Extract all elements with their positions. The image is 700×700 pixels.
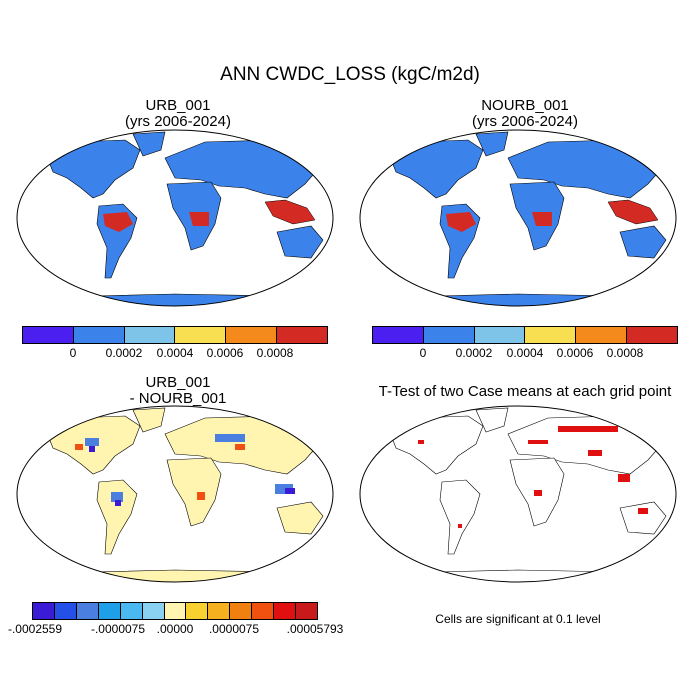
diff-positive-patches xyxy=(75,444,245,500)
panel-urb-title-line1: URB_001 xyxy=(145,97,211,114)
map-diff-border xyxy=(16,405,334,583)
panel-ttest-title: T-Test of two Case means at each grid po… xyxy=(378,383,672,400)
panel-diff-title-line1: URB_001 xyxy=(145,374,211,391)
colorbar-nourb-tick-label: 0.0002 xyxy=(455,346,493,360)
colorbar-urb-swatch xyxy=(124,327,176,343)
colorbar-nourb-tick-label: 0.0004 xyxy=(506,346,544,360)
greenland xyxy=(475,407,509,433)
diff-negative-patches xyxy=(85,434,293,502)
colorbar-nourb-tick-label: 0.0008 xyxy=(606,346,644,360)
australia xyxy=(276,501,324,535)
south-america xyxy=(439,479,481,555)
colorbar-diff-swatch xyxy=(230,603,253,619)
colorbar-urb-tick-label: 0.0002 xyxy=(105,346,143,360)
map-urb xyxy=(16,129,334,307)
colorbar-diff-swatch xyxy=(120,603,143,619)
panel-nourb-title: NOURB_001 (yrs 2006-2024) xyxy=(425,98,625,130)
main-title: ANN CWDC_LOSS (kgC/m2d) xyxy=(220,64,480,85)
map-ttest xyxy=(359,405,677,583)
se-asia-high xyxy=(607,199,659,225)
colorbar-diff-swatch xyxy=(164,603,187,619)
africa xyxy=(166,457,222,527)
panel-nourb-title-line1: NOURB_001 xyxy=(481,97,569,114)
colorbar-urb-swatch xyxy=(277,327,327,343)
north-america xyxy=(44,139,141,199)
colorbar-urb-tick-label: 0.0006 xyxy=(206,346,244,360)
colorbar-diff-swatch xyxy=(208,603,231,619)
panel-urb-title-line2: (yrs 2006-2024) xyxy=(125,113,231,130)
colorbar-diff xyxy=(32,602,318,620)
amazon-high xyxy=(446,212,476,232)
map-nourb-border xyxy=(359,129,677,307)
map-nourb xyxy=(359,129,677,307)
colorbar-diff-tick-label: .00005793 xyxy=(286,622,344,636)
colorbar-diff-tick-label: -.0000075 xyxy=(90,622,146,636)
colorbar-urb-swatch xyxy=(23,327,74,343)
colorbar-nourb-swatch xyxy=(627,327,677,343)
colorbar-nourb xyxy=(372,326,678,344)
colorbar-nourb-swatch xyxy=(576,327,628,343)
colorbar-diff-swatch xyxy=(76,603,99,619)
significant-cells xyxy=(418,426,648,528)
panel-urb-title: URB_001 (yrs 2006-2024) xyxy=(78,98,278,130)
congo-high xyxy=(189,212,209,226)
australia xyxy=(619,225,667,259)
colorbar-diff-swatch xyxy=(186,603,209,619)
colorbar-diff-swatch xyxy=(274,603,297,619)
map-ttest-border xyxy=(359,405,677,583)
colorbar-urb-swatch xyxy=(175,327,227,343)
australia xyxy=(276,225,324,259)
north-america xyxy=(387,415,484,475)
map-urb-border xyxy=(16,129,334,307)
colorbar-diff-tick-label: -.0002559 xyxy=(7,622,63,636)
colorbar-nourb-tick-label: 0 xyxy=(419,346,427,360)
colorbar-diff-swatch xyxy=(296,603,317,619)
colorbar-urb-tick-label: 0.0008 xyxy=(256,346,294,360)
panel-diff-title: URB_001 - NOURB_001 xyxy=(78,375,278,407)
map-urb-land xyxy=(44,131,324,306)
south-america xyxy=(96,479,138,555)
colorbar-urb-swatch xyxy=(226,327,278,343)
colorbar-nourb-swatch xyxy=(474,327,526,343)
map-diff xyxy=(16,405,334,583)
australia xyxy=(619,501,667,535)
colorbar-diff-swatch xyxy=(98,603,121,619)
north-america xyxy=(387,139,484,199)
colorbar-nourb-tick-label: 0.0006 xyxy=(556,346,594,360)
congo-high xyxy=(532,212,552,226)
colorbar-nourb-swatch xyxy=(423,327,475,343)
greenland xyxy=(132,131,166,157)
greenland xyxy=(475,131,509,157)
colorbar-diff-tick-label: .0000075 xyxy=(208,622,260,636)
colorbar-diff-swatch xyxy=(33,603,55,619)
colorbar-diff-swatch xyxy=(252,603,275,619)
colorbar-diff-swatch xyxy=(54,603,77,619)
diff-strong-negative-patches xyxy=(89,446,295,506)
colorbar-diff-swatch xyxy=(142,603,165,619)
greenland xyxy=(132,407,166,433)
amazon-high xyxy=(103,212,133,232)
panel-nourb-title-line2: (yrs 2006-2024) xyxy=(472,113,578,130)
colorbar-nourb-swatch xyxy=(525,327,577,343)
colorbar-urb-swatch xyxy=(73,327,125,343)
colorbar-diff-tick-label: .00000 xyxy=(156,622,194,636)
ttest-note: Cells are significant at 0.1 level xyxy=(435,612,601,626)
se-asia-high xyxy=(264,199,316,225)
colorbar-urb xyxy=(22,326,328,344)
colorbar-nourb-swatch xyxy=(373,327,424,343)
colorbar-urb-tick-label: 0.0004 xyxy=(156,346,194,360)
colorbar-urb-tick-label: 0 xyxy=(69,346,77,360)
panel-diff-title-line2: - NOURB_001 xyxy=(129,390,227,407)
